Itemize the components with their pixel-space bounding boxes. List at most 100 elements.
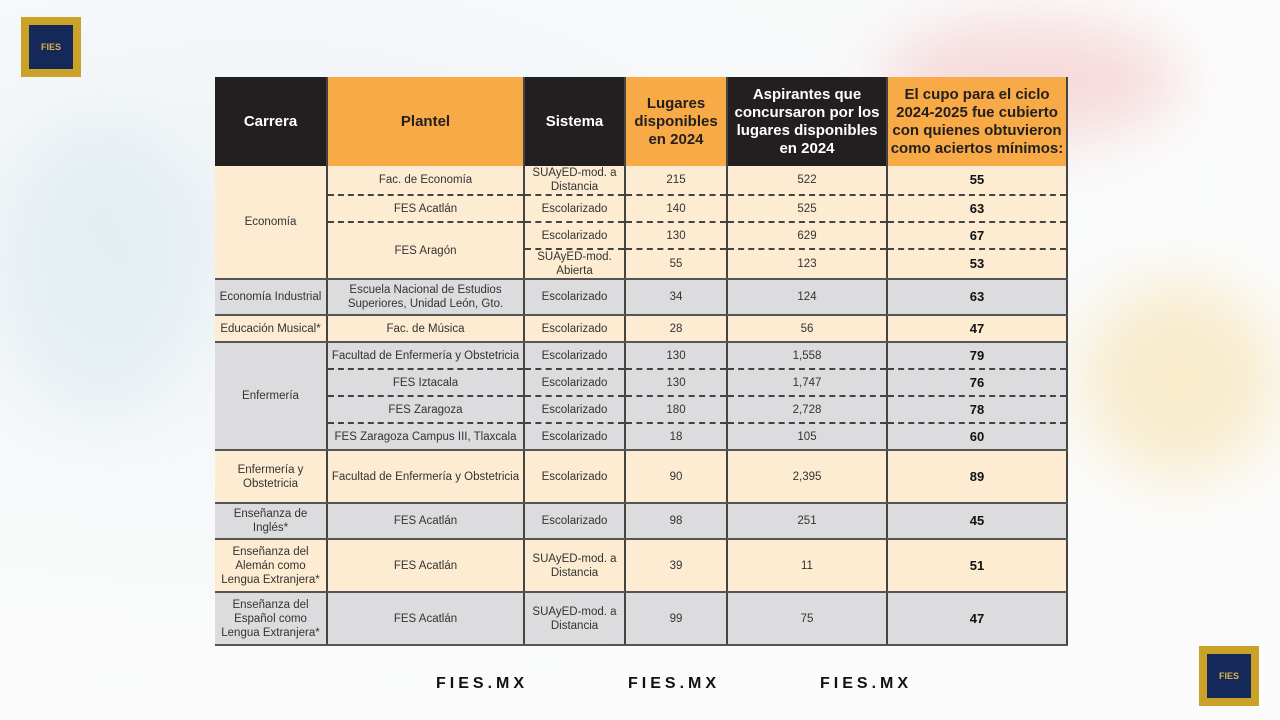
table-row: Enfermería y Obstetricia Facultad de Enfe… <box>215 450 1068 504</box>
lugares-cell: 55 <box>625 249 728 280</box>
table-row: FES Acatlán Escolarizado 140 525 63 <box>215 195 1068 223</box>
aciertos-cell: 47 <box>887 592 1068 646</box>
aciertos-cell: 53 <box>887 249 1068 280</box>
aspirantes-cell: 2,728 <box>727 396 888 424</box>
aciertos-cell: 51 <box>887 539 1068 593</box>
plantel-cell: FES Acatlán <box>327 592 525 646</box>
lugares-cell: 130 <box>625 222 728 250</box>
lugares-cell: 180 <box>625 396 728 424</box>
aciertos-cell: 78 <box>887 396 1068 424</box>
plantel-cell: FES Iztacala <box>327 369 525 397</box>
aspirantes-cell: 75 <box>727 592 888 646</box>
aciertos-cell: 60 <box>887 423 1068 451</box>
sistema-cell: Escolarizado <box>524 369 626 397</box>
carrera-cell: Educación Musical* <box>215 315 328 343</box>
sistema-cell: Escolarizado <box>524 279 626 316</box>
aspirantes-cell: 522 <box>727 166 888 196</box>
aspirantes-cell: 1,558 <box>727 342 888 370</box>
sistema-cell: Escolarizado <box>524 342 626 370</box>
column-header: El cupo para el ciclo 2024-2025 fue cubi… <box>887 77 1068 166</box>
sistema-cell: Escolarizado <box>524 315 626 343</box>
carrera-cell: Enseñanza del Alemán como Lengua Extranj… <box>215 539 328 593</box>
lugares-cell: 215 <box>625 166 728 196</box>
carrera-cell: Enseñanza del Español como Lengua Extran… <box>215 592 328 646</box>
sistema-cell: SUAyED-mod. a Distancia <box>524 166 626 196</box>
fies-logo-top: FIES <box>21 17 81 77</box>
column-header: Lugares disponibles en 2024 <box>625 77 728 166</box>
lugares-cell: 28 <box>625 315 728 343</box>
table-row: Enseñanza de Inglés* FES Acatlán Escolariz… <box>215 503 1068 540</box>
plantel-cell: FES Zaragoza <box>327 396 525 424</box>
aspirantes-cell: 629 <box>727 222 888 250</box>
table-row: Economía Fac. de Economía SUAyED-mod. a Di… <box>215 166 1068 280</box>
table-row: Enseñanza del Alemán como Lengua Extranj… <box>215 539 1068 593</box>
fies-logo-text: FIES <box>1207 654 1251 698</box>
lugares-cell: 34 <box>625 279 728 316</box>
lugares-cell: 18 <box>625 423 728 451</box>
fies-logo-bottom: FIES <box>1199 646 1259 706</box>
table-header-row: Carrera Plantel Sistema Lugares disponibles… <box>215 77 1068 166</box>
plantel-cell: Fac. de Música <box>327 315 525 343</box>
footer-watermark: FIES.MX <box>436 675 529 692</box>
lugares-cell: 130 <box>625 342 728 370</box>
sistema-cell: SUAyED-mod. a Distancia <box>524 539 626 593</box>
lugares-cell: 39 <box>625 539 728 593</box>
table-row: Enseñanza del Español como Lengua Extran… <box>215 592 1068 646</box>
aciertos-cell: 89 <box>887 450 1068 504</box>
plantel-cell: FES Acatlán <box>327 503 525 540</box>
plantel-cell: FES Acatlán <box>327 195 525 223</box>
column-header: Sistema <box>524 77 626 166</box>
aspirantes-cell: 251 <box>727 503 888 540</box>
aciertos-cell: 47 <box>887 315 1068 343</box>
plantel-cell: Escuela Nacional de Estudios Superiores,… <box>327 279 525 316</box>
lugares-cell: 98 <box>625 503 728 540</box>
plantel-cell: FES Zaragoza Campus III, Tlaxcala <box>327 423 525 451</box>
aspirantes-cell: 56 <box>727 315 888 343</box>
aciertos-cell: 63 <box>887 195 1068 223</box>
aspirantes-cell: 2,395 <box>727 450 888 504</box>
carrera-cell: Enfermería <box>215 342 328 451</box>
plantel-cell: FES Aragón <box>327 222 525 280</box>
carrera-cell: Economía Industrial <box>215 279 328 316</box>
fies-logo-text: FIES <box>29 25 73 69</box>
sistema-cell: Escolarizado <box>524 423 626 451</box>
aciertos-cell: 67 <box>887 222 1068 250</box>
plantel-cell: Facultad de Enfermería y Obstetricia <box>327 342 525 370</box>
table-row: FES Zaragoza Campus III, Tlaxcala Escolar… <box>215 423 1068 451</box>
carrera-cell: Enseñanza de Inglés* <box>215 503 328 540</box>
column-header: Aspirantes que concursaron por los lugar… <box>727 77 888 166</box>
table-row: FES Zaragoza Escolarizado 180 2,728 78 <box>215 396 1068 424</box>
aspirantes-cell: 1,747 <box>727 369 888 397</box>
table-row: Educación Musical* Fac. de Música Escolari… <box>215 315 1068 343</box>
aspirantes-cell: 525 <box>727 195 888 223</box>
column-header: Plantel <box>327 77 525 166</box>
aspirantes-cell: 11 <box>727 539 888 593</box>
table-row: SUAyED-mod. Abierta 55 123 53 <box>215 249 1068 280</box>
sistema-cell: Escolarizado <box>524 222 626 250</box>
aspirantes-cell: 124 <box>727 279 888 316</box>
aspirantes-cell: 123 <box>727 249 888 280</box>
sistema-cell: SUAyED-mod. a Distancia <box>524 592 626 646</box>
table-row: Economía Industrial Escuela Nacional de E… <box>215 279 1068 316</box>
table-row: FES Iztacala Escolarizado 130 1,747 76 <box>215 369 1068 397</box>
aciertos-cell: 76 <box>887 369 1068 397</box>
aciertos-cell: 55 <box>887 166 1068 196</box>
aciertos-cell: 63 <box>887 279 1068 316</box>
carrera-cell: Economía <box>215 166 328 280</box>
sistema-cell: Escolarizado <box>524 396 626 424</box>
plantel-cell: Fac. de Economía <box>327 166 525 196</box>
sistema-cell: Escolarizado <box>524 450 626 504</box>
carrera-cell: Enfermería y Obstetricia <box>215 450 328 504</box>
table-row: Enfermería Facultad de Enfermería y Obste… <box>215 342 1068 451</box>
footer-watermark: FIES.MX <box>628 675 721 692</box>
aspirantes-cell: 105 <box>727 423 888 451</box>
sistema-cell: Escolarizado <box>524 503 626 540</box>
aciertos-cell: 45 <box>887 503 1068 540</box>
sistema-cell: Escolarizado <box>524 195 626 223</box>
lugares-cell: 90 <box>625 450 728 504</box>
lugares-cell: 99 <box>625 592 728 646</box>
plantel-cell: FES Acatlán <box>327 539 525 593</box>
table-row: FES Aragón Escolarizado 130 629 67 <box>215 222 1068 280</box>
aciertos-cell: 79 <box>887 342 1068 370</box>
column-header: Carrera <box>215 77 328 166</box>
